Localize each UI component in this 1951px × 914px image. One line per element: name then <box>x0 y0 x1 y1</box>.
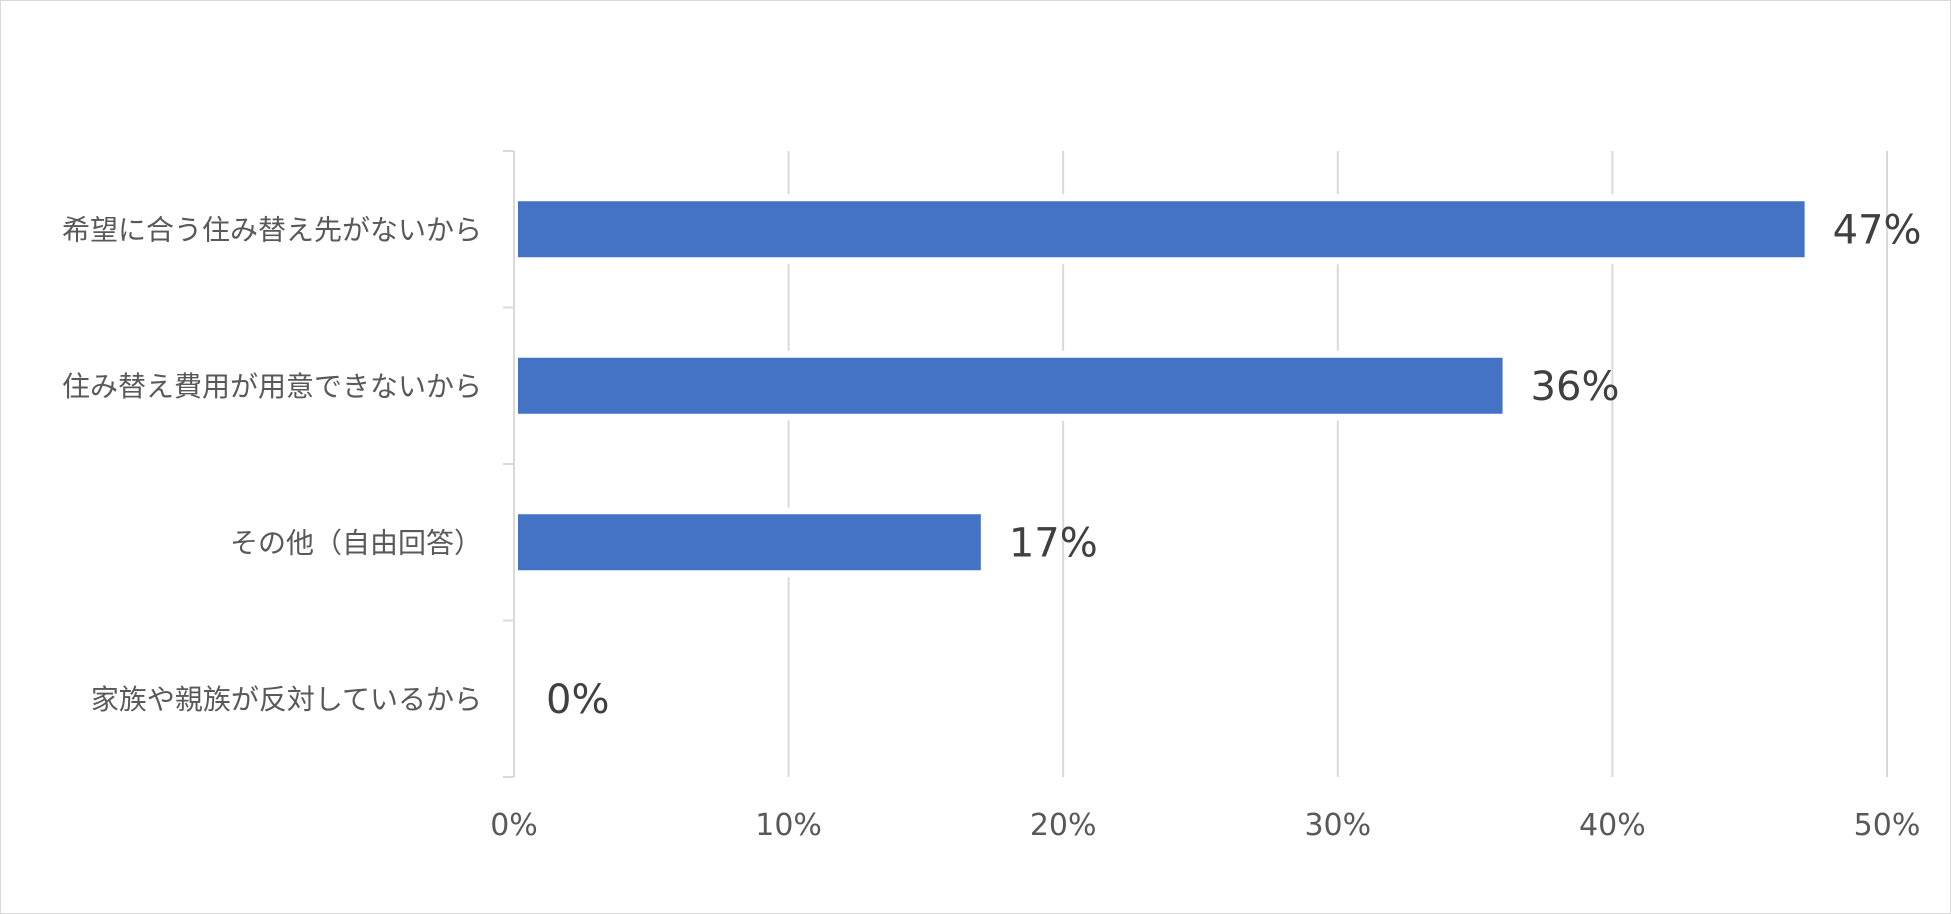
x-tick-label: 0% <box>490 808 538 843</box>
category-label: 家族や親族が反対しているから <box>91 683 482 716</box>
data-labels: 47% 36% 17% 0% <box>546 207 1922 723</box>
bar <box>518 357 1503 414</box>
x-tick-label: 50% <box>1854 808 1921 843</box>
data-label: 47% <box>1833 207 1922 253</box>
x-tick-label: 40% <box>1579 808 1646 843</box>
bar <box>518 201 1805 258</box>
x-tick-labels: 0% 10% 20% 30% 40% 50% <box>490 808 1920 843</box>
category-label: その他（自由回答） <box>230 526 482 559</box>
x-tick-label: 20% <box>1030 808 1097 843</box>
x-tick-label: 10% <box>755 808 822 843</box>
category-label: 住み替え費用が用意できないから <box>62 370 482 403</box>
category-label: 希望に合う住み替え先がないから <box>62 213 482 246</box>
bar <box>518 514 981 571</box>
data-label: 17% <box>1009 520 1098 566</box>
data-label: 36% <box>1531 364 1620 410</box>
data-label: 0% <box>546 677 609 723</box>
bars <box>518 194 1809 578</box>
x-tick-label: 30% <box>1304 808 1371 843</box>
y-axis <box>503 150 515 778</box>
